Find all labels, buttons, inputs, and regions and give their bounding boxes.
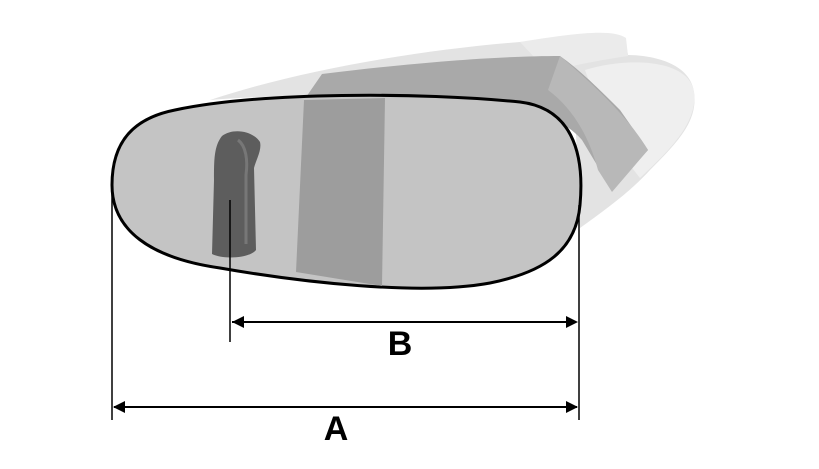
strap-front-section (296, 98, 385, 286)
dimension-a-label: A (324, 410, 349, 448)
bag-back-lobe-lower (585, 62, 695, 178)
dimension-b-arrowhead-right (566, 316, 578, 328)
dimension-b-label: B (388, 325, 413, 363)
strap-side-section (548, 56, 648, 192)
dimension-b-arrowhead-left (232, 316, 244, 328)
handle-highlight (236, 138, 249, 244)
dimension-a-arrowhead-right (566, 401, 578, 413)
dimension-a-arrowhead-left (113, 401, 125, 413)
handle (212, 131, 261, 258)
